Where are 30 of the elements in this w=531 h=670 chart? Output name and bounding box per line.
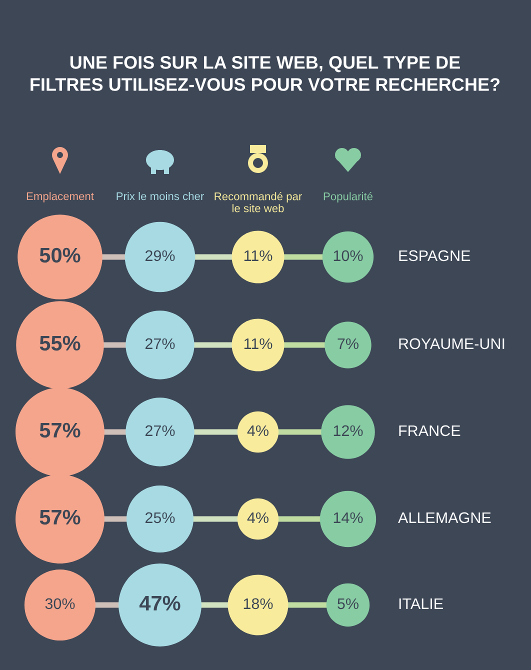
data-label: 29% <box>145 250 175 262</box>
data-label: 47% <box>139 596 180 611</box>
data-label: 4% <box>247 512 268 524</box>
data-label: 11% <box>244 338 272 350</box>
text: UNE FOIS SUR LA SITE WEB, QUEL TYPE DE FILTRES UTILISEZ-VOUS POUR VOTRE RECHERCHE? <box>30 56 500 91</box>
category-label: Popularité <box>324 192 373 202</box>
series-label: ROYAUME-UNI <box>399 338 504 350</box>
data-label: 57% <box>40 510 80 525</box>
category-label: Recommandé par le site web <box>214 192 302 212</box>
data-label: 12% <box>334 425 363 436</box>
data-label: 11% <box>244 250 272 262</box>
data-label: 27% <box>145 425 175 436</box>
data-label: 25% <box>145 512 175 524</box>
data-label: 18% <box>244 598 273 610</box>
data-label: 10% <box>334 250 363 262</box>
data-label: 50% <box>40 248 80 263</box>
series-label: ESPAGNE <box>399 250 470 262</box>
data-label: 5% <box>338 598 358 610</box>
series-label: ITALIE <box>399 598 443 609</box>
category-label: Emplacement <box>26 192 94 202</box>
data-label: 30% <box>45 598 75 610</box>
data-label: 27% <box>145 338 175 350</box>
category-label: Prix le moins cher <box>116 192 204 200</box>
data-label: 57% <box>40 422 80 438</box>
series-label: ALLEMAGNE <box>398 512 491 524</box>
data-label: 14% <box>334 512 363 524</box>
data-label: 7% <box>338 338 358 350</box>
data-label: 55% <box>40 336 80 351</box>
data-label: 4% <box>247 425 268 436</box>
series-label: FRANCE <box>399 425 460 436</box>
